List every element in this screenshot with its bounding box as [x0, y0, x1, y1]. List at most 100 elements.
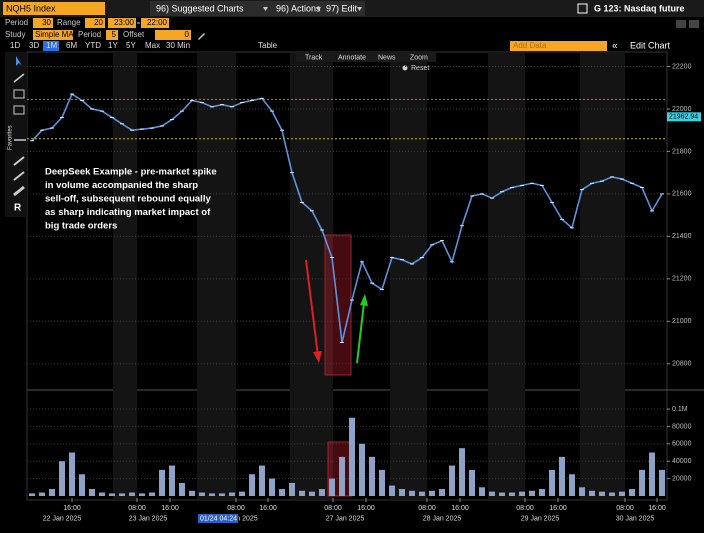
field[interactable]	[108, 18, 136, 28]
chart-tool[interactable]: Zoom	[410, 54, 428, 61]
y-tick-label: 21400	[672, 233, 692, 240]
timeframe[interactable]: 5Y	[126, 41, 136, 50]
timeframe[interactable]: YTD	[85, 41, 101, 50]
volume-bar	[269, 478, 275, 496]
field[interactable]	[33, 30, 73, 40]
volume-bar	[659, 469, 665, 496]
timeframe[interactable]: 1D	[10, 41, 20, 50]
volume-bar	[99, 492, 105, 496]
y-tick-label: 80000	[672, 423, 692, 430]
volume-bar	[629, 489, 635, 496]
channel-tool[interactable]	[13, 185, 25, 197]
y-tick-label: 20800	[672, 361, 692, 368]
volume-bar	[259, 465, 265, 496]
arrowhead	[360, 294, 368, 306]
session-shade	[197, 53, 236, 499]
x-date-label: an 2025	[232, 515, 257, 522]
y-tick-label: 0.1M	[672, 406, 688, 413]
reset[interactable]: Reset	[411, 65, 429, 72]
timeframes: 1D 3D 1M 6M YTD 1Y 5Y Max 30 Min Table	[10, 41, 278, 51]
timeframe[interactable]: Max	[145, 41, 160, 50]
y-tick-label: 22200	[672, 63, 692, 70]
volume-bar	[449, 465, 455, 496]
undo-icon[interactable]	[676, 20, 686, 28]
x-tick-label: 08:00	[324, 505, 342, 512]
volume-bar	[589, 490, 595, 496]
y-tick-label: 20000	[672, 475, 692, 482]
x-date-label: 28 Jan 2025	[423, 515, 462, 522]
timeframe[interactable]: 1M	[46, 41, 57, 50]
menu[interactable]: 97) Edit	[326, 3, 358, 13]
pointer-tool[interactable]	[16, 56, 22, 66]
pencil-icon[interactable]	[198, 33, 205, 40]
volume-bar	[89, 489, 95, 496]
sessions	[113, 53, 625, 499]
x-date-label: 22 Jan 2025	[43, 515, 82, 522]
trend-tool[interactable]	[13, 156, 25, 166]
timeframe[interactable]: Table	[258, 41, 278, 50]
menu[interactable]: 96) Actions	[276, 3, 321, 13]
field[interactable]	[106, 30, 118, 40]
chart-tool[interactable]: News	[378, 54, 396, 61]
volume-bar	[199, 492, 205, 496]
plot: 20800 21000 21200 21400 21600 21800 22000 22200…	[27, 63, 701, 522]
volume-bar	[129, 492, 135, 496]
volume-bar	[219, 493, 225, 496]
field-value: 23:00	[114, 18, 135, 27]
label: Range	[57, 18, 81, 27]
volume-bar	[389, 485, 395, 496]
line-tool[interactable]	[13, 73, 25, 83]
price-tool[interactable]	[13, 105, 25, 115]
timeframe[interactable]: 1Y	[108, 41, 118, 50]
menu[interactable]: 96) Suggested Charts	[156, 3, 244, 13]
reset-icon	[402, 65, 408, 71]
dropdown-arrow	[263, 7, 268, 11]
label: Offset	[123, 30, 145, 39]
session-shade	[390, 53, 427, 499]
security-field[interactable]	[3, 2, 105, 15]
volume-bar	[339, 456, 345, 496]
x-tick-label: 16:00	[161, 505, 179, 512]
field-value: 5	[112, 30, 117, 39]
fib-tool[interactable]	[13, 89, 25, 99]
volume-bar	[519, 491, 525, 496]
add-data-field[interactable]	[510, 41, 607, 51]
field-value: 22:00	[147, 18, 168, 27]
volume-bar	[109, 493, 115, 496]
volume-bar	[169, 465, 175, 496]
volume-bar	[499, 492, 505, 496]
selected-timeframe	[43, 41, 59, 51]
field[interactable]	[141, 18, 169, 28]
session-shade	[290, 53, 333, 499]
redo-icon[interactable]	[689, 20, 699, 28]
collapse-icon[interactable]: «	[612, 41, 618, 52]
popout-icon[interactable]	[577, 3, 588, 14]
annotation: DeepSeek Example - pre-market spike in vo…	[45, 167, 217, 232]
field[interactable]	[33, 18, 53, 28]
volume-bar	[649, 452, 655, 496]
x-date-label: 23 Jan 2025	[129, 515, 168, 522]
volume-bar	[369, 456, 375, 496]
arrowhead	[313, 351, 322, 363]
volume-bar	[609, 492, 615, 496]
chart-tool[interactable]: Track	[305, 54, 323, 61]
session-shade	[580, 53, 625, 499]
timeframe[interactable]: 30 Min	[166, 41, 190, 50]
edit-chart[interactable]: Edit Chart	[630, 40, 671, 50]
x-tick-label: 08:00	[227, 505, 245, 512]
volume-bar	[419, 491, 425, 496]
timeframe[interactable]: 3D	[29, 41, 39, 50]
volume-bar	[159, 469, 165, 496]
field[interactable]	[85, 18, 105, 28]
text-tool[interactable]: R	[14, 203, 22, 214]
x-date-label: 27 Jan 2025	[326, 515, 365, 522]
y-tick-label: 40000	[672, 458, 692, 465]
timeframe[interactable]: 6M	[66, 41, 77, 50]
field[interactable]	[155, 30, 191, 40]
volume-bar	[399, 489, 405, 496]
field-value: 20	[94, 18, 103, 27]
chart-tool[interactable]: Annotate	[338, 54, 366, 61]
ray-tool[interactable]	[13, 171, 25, 181]
volume-bar	[489, 491, 495, 496]
volume-bar	[299, 490, 305, 496]
